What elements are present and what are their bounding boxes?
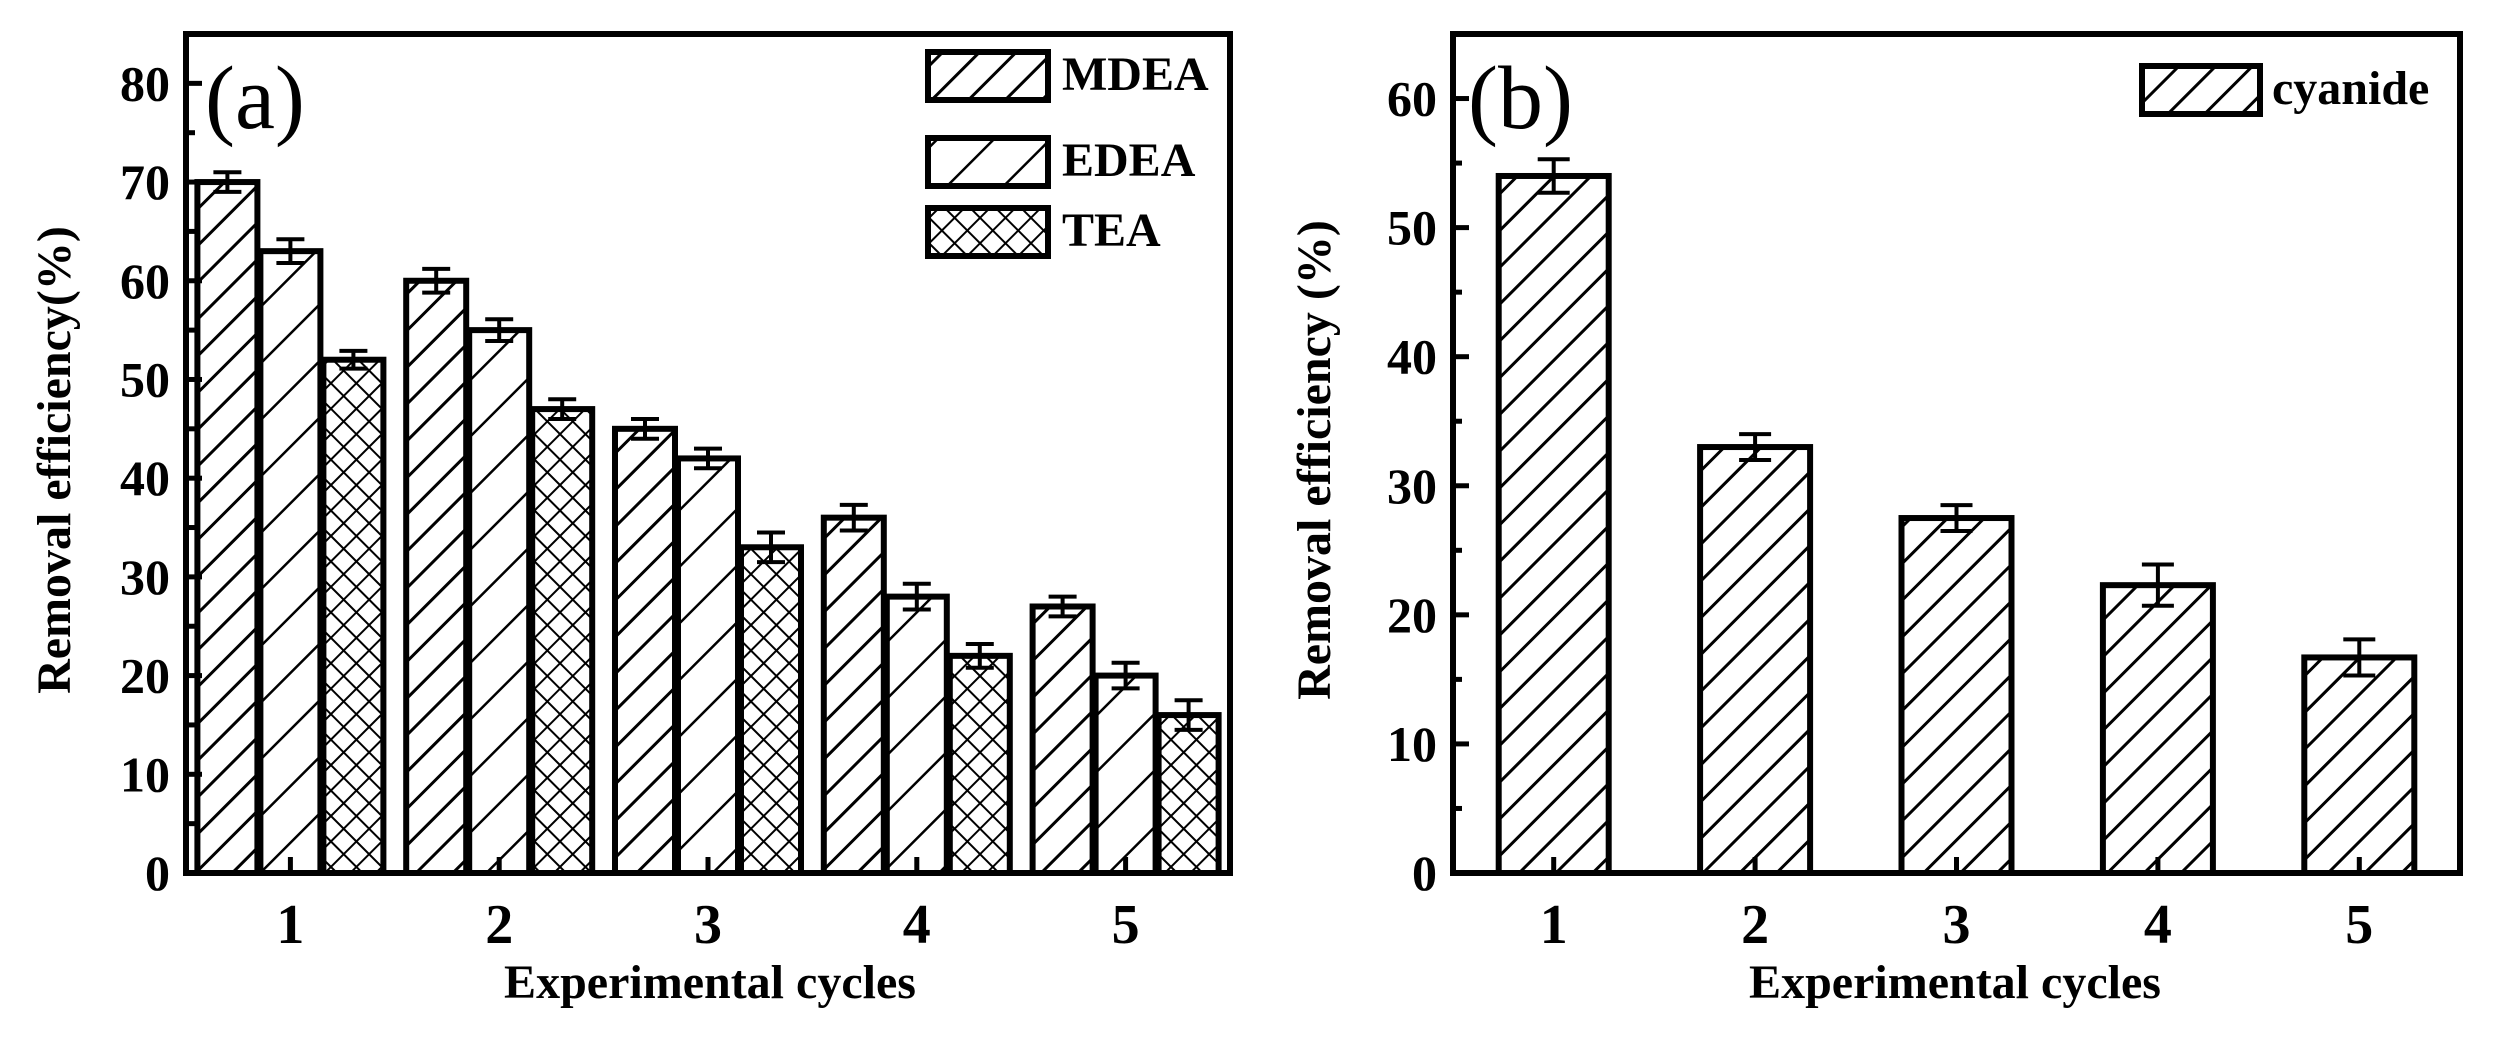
error-bar-mdea-cycle-2 bbox=[422, 266, 451, 295]
bar-tea-cycle-1 bbox=[320, 356, 387, 876]
bar-edea-cycle-2 bbox=[466, 327, 533, 876]
y-tick-label-20: 20 bbox=[120, 648, 170, 704]
y-tick-label-70: 70 bbox=[120, 154, 170, 210]
x-tick-label-2: 2 bbox=[1741, 894, 1769, 956]
y-tick-label-40: 40 bbox=[120, 450, 170, 506]
y-tick-label-60: 60 bbox=[1387, 71, 1437, 127]
x-tick-label-2: 2 bbox=[485, 894, 513, 956]
panel-b-error-bars bbox=[1537, 157, 2376, 678]
error-bar-cyanide-cycle-1 bbox=[1537, 157, 1570, 195]
error-bar-tea-cycle-5 bbox=[1174, 698, 1203, 732]
y-tick-label-10: 10 bbox=[1387, 716, 1437, 772]
panel-b: 0 10 20 30 40 50 60 1 2 3 4 5 (b) cyanide Experime… bbox=[1288, 31, 2463, 1009]
bar-mdea-cycle-4 bbox=[820, 514, 887, 876]
error-bar-cyanide-cycle-2 bbox=[1739, 432, 1772, 462]
error-bar-cyanide-cycle-4 bbox=[2141, 562, 2174, 608]
panel-a-label: (a) bbox=[205, 49, 305, 148]
panel-a-error-bars bbox=[213, 170, 1203, 732]
x-tick-label-3: 3 bbox=[1943, 894, 1971, 956]
bar-tea-cycle-2 bbox=[529, 406, 596, 876]
bar-cyanide-cycle-2 bbox=[1697, 444, 1814, 876]
x-tick-label-4: 4 bbox=[2144, 894, 2172, 956]
bar-edea-cycle-3 bbox=[675, 455, 741, 876]
x-tick-label-5: 5 bbox=[1112, 894, 1140, 956]
y-tick-label-10: 10 bbox=[120, 746, 170, 802]
bar-mdea-cycle-1 bbox=[194, 179, 261, 876]
legend-swatch-mdea bbox=[925, 49, 1051, 103]
error-bar-cyanide-cycle-5 bbox=[2343, 637, 2376, 678]
error-bar-mdea-cycle-3 bbox=[631, 416, 659, 441]
bar-mdea-cycle-2 bbox=[403, 277, 470, 876]
panel-a-x-axis-title: Experimental cycles bbox=[504, 956, 916, 1009]
error-bar-edea-cycle-3 bbox=[694, 446, 722, 471]
x-tick-label-1: 1 bbox=[276, 894, 304, 956]
panel-b-x-ticks: 1 2 3 4 5 bbox=[1540, 857, 2373, 956]
panel-a: 0 10 20 30 40 50 60 70 80 1 2 3 4 5 (a) MDEA EDEA TE… bbox=[28, 31, 1233, 1009]
panel-b-label: (b) bbox=[1468, 49, 1573, 148]
error-bar-tea-cycle-1 bbox=[339, 348, 368, 371]
x-tick-label-5: 5 bbox=[2345, 894, 2373, 956]
error-bar-cyanide-cycle-3 bbox=[1940, 503, 1973, 533]
bar-cyanide-cycle-4 bbox=[2099, 582, 2216, 876]
legend-swatch-tea bbox=[925, 205, 1051, 259]
panel-a-plot-frame bbox=[183, 31, 1233, 876]
legend-label-cyanide: cyanide bbox=[2272, 62, 2429, 115]
y-tick-label-30: 30 bbox=[1387, 458, 1437, 514]
y-tick-label-20: 20 bbox=[1387, 587, 1437, 643]
y-tick-label-0: 0 bbox=[1412, 845, 1437, 901]
legend-label-mdea: MDEA bbox=[1062, 48, 1209, 101]
error-bar-tea-cycle-4 bbox=[965, 642, 994, 670]
x-tick-label-4: 4 bbox=[903, 894, 931, 956]
error-bar-mdea-cycle-5 bbox=[1048, 594, 1077, 619]
error-bar-mdea-cycle-1 bbox=[213, 170, 242, 194]
legend-label-edea: EDEA bbox=[1062, 134, 1196, 187]
error-bar-edea-cycle-4 bbox=[902, 581, 931, 612]
bar-tea-cycle-3 bbox=[738, 544, 804, 876]
bar-tea-cycle-5 bbox=[1155, 712, 1222, 877]
panel-a-x-ticks: 1 2 3 4 5 bbox=[276, 857, 1140, 956]
y-tick-label-50: 50 bbox=[1387, 200, 1437, 256]
error-bar-edea-cycle-1 bbox=[276, 237, 305, 265]
error-bar-tea-cycle-3 bbox=[757, 530, 785, 565]
x-tick-label-1: 1 bbox=[1540, 894, 1568, 956]
y-tick-label-0: 0 bbox=[145, 845, 170, 901]
y-tick-label-80: 80 bbox=[120, 55, 170, 111]
panel-b-legend: cyanide bbox=[2139, 62, 2429, 117]
panel-b-y-axis-title: Removal efficiency (%) bbox=[1288, 220, 1341, 700]
y-tick-label-40: 40 bbox=[1387, 329, 1437, 385]
y-tick-label-50: 50 bbox=[120, 351, 170, 407]
bar-mdea-cycle-5 bbox=[1029, 603, 1096, 877]
bar-edea-cycle-1 bbox=[257, 248, 324, 876]
bar-cyanide-cycle-1 bbox=[1495, 172, 1612, 876]
bar-edea-cycle-5 bbox=[1092, 672, 1159, 877]
legend-label-tea: TEA bbox=[1062, 204, 1161, 257]
panel-a-legend: MDEA EDEA TEA bbox=[925, 48, 1209, 259]
bar-cyanide-cycle-3 bbox=[1898, 515, 2015, 876]
panel-a-y-ticks: 0 10 20 30 40 50 60 70 80 bbox=[120, 31, 202, 901]
panel-b-y-ticks: 0 10 20 30 40 50 60 bbox=[1387, 31, 1469, 901]
y-tick-label-30: 30 bbox=[120, 549, 170, 605]
bar-mdea-cycle-3 bbox=[612, 425, 678, 876]
x-tick-label-3: 3 bbox=[694, 894, 722, 956]
error-bar-edea-cycle-2 bbox=[485, 317, 514, 343]
error-bar-mdea-cycle-4 bbox=[839, 502, 868, 533]
bar-edea-cycle-4 bbox=[883, 593, 950, 876]
panel-a-y-axis-title: Removal efficiency(%) bbox=[28, 226, 81, 694]
legend-swatch-edea bbox=[925, 135, 1051, 189]
legend-swatch-cyanide bbox=[2139, 63, 2263, 117]
y-tick-label-60: 60 bbox=[120, 253, 170, 309]
panel-b-bars bbox=[1495, 172, 2418, 876]
bar-tea-cycle-4 bbox=[946, 652, 1013, 876]
panel-b-plot-frame bbox=[1450, 31, 2463, 876]
panel-a-bars bbox=[194, 179, 1222, 877]
panel-b-x-axis-title: Experimental cycles bbox=[1749, 956, 2161, 1009]
error-bar-edea-cycle-5 bbox=[1111, 660, 1140, 691]
bar-cyanide-cycle-5 bbox=[2301, 654, 2418, 876]
error-bar-tea-cycle-2 bbox=[548, 397, 577, 421]
